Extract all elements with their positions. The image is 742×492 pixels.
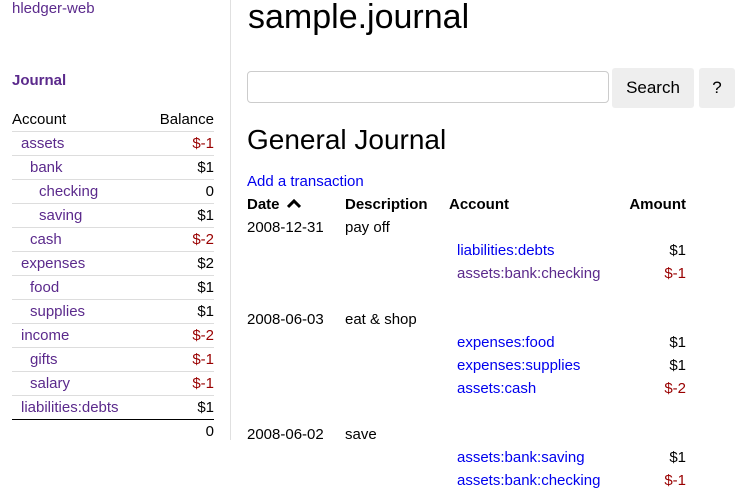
- account-link[interactable]: liabilities:debts: [21, 399, 119, 416]
- account-row: income $-2: [12, 323, 214, 348]
- posting-account-link[interactable]: expenses:food: [457, 334, 555, 351]
- transaction-date: 2008-06-03: [247, 311, 324, 328]
- posting-row: expenses:supplies $1: [247, 354, 686, 377]
- account-header: Account: [449, 196, 509, 213]
- transaction-row[interactable]: 2008-12-31 pay off: [247, 216, 686, 239]
- posting-row: expenses:food $1: [247, 331, 686, 354]
- account-row: saving $1: [12, 203, 214, 228]
- posting-account-link[interactable]: expenses:supplies: [457, 357, 581, 374]
- account-row: cash $-2: [12, 227, 214, 252]
- transaction-date: 2008-12-31: [247, 219, 324, 236]
- account-row: checking 0: [12, 179, 214, 204]
- account-link[interactable]: income: [21, 327, 70, 344]
- account-link[interactable]: expenses: [21, 255, 86, 272]
- date-header[interactable]: Date: [247, 193, 345, 216]
- page-title: sample.journal: [248, 0, 470, 36]
- posting-amount: $1: [669, 334, 686, 351]
- account-balance: $1: [145, 299, 214, 324]
- chevron-up-icon: [286, 198, 301, 209]
- posting-row: assets:bank:checking $-1: [247, 262, 686, 285]
- account-balance: $-1: [145, 131, 214, 156]
- account-balance: $1: [145, 395, 214, 420]
- journal-table: Date Description Account Amount 2008-12-…: [247, 193, 686, 492]
- sidebar: hledger-web Journal Account Balance asse…: [0, 0, 231, 443]
- account-row: expenses $2: [12, 251, 214, 276]
- balance-header: Balance: [159, 111, 214, 128]
- account-header: Account: [12, 111, 67, 128]
- transaction-description: pay off: [345, 219, 390, 236]
- transaction-row[interactable]: 2008-06-03 eat & shop: [247, 308, 686, 331]
- account-link[interactable]: checking: [39, 183, 99, 200]
- account-row: gifts $-1: [12, 347, 214, 372]
- account-row: liabilities:debts $1: [12, 395, 214, 420]
- posting-account-link[interactable]: assets:bank:checking: [457, 265, 601, 282]
- journal-link[interactable]: Journal: [12, 72, 67, 89]
- posting-row: assets:cash $-2: [247, 377, 686, 400]
- posting-amount: $1: [669, 242, 686, 259]
- journal-heading: General Journal: [247, 124, 447, 155]
- account-row: supplies $1: [12, 299, 214, 324]
- transaction-date: 2008-06-02: [247, 426, 324, 443]
- account-balance: $2: [145, 251, 214, 276]
- account-link[interactable]: food: [30, 279, 60, 296]
- account-link[interactable]: salary: [30, 375, 71, 392]
- help-button[interactable]: ?: [699, 68, 735, 108]
- total-balance: 0: [145, 419, 214, 443]
- account-balance: $-2: [145, 323, 214, 348]
- transaction-description: eat & shop: [345, 311, 417, 328]
- account-link[interactable]: gifts: [30, 351, 58, 368]
- amount-header: Amount: [629, 196, 686, 213]
- posting-amount: $-1: [664, 265, 686, 282]
- account-link[interactable]: saving: [39, 207, 83, 224]
- posting-row: assets:bank:saving $1: [247, 446, 686, 469]
- transaction-row[interactable]: 2008-06-02 save: [247, 423, 686, 446]
- account-balance: $-1: [145, 347, 214, 372]
- account-row: food $1: [12, 275, 214, 300]
- account-link[interactable]: assets: [21, 135, 65, 152]
- transaction-description: save: [345, 426, 377, 443]
- search-input[interactable]: [247, 71, 609, 103]
- account-row: assets $-1: [12, 131, 214, 156]
- account-balance: $-1: [145, 371, 214, 396]
- account-balance: $1: [145, 155, 214, 180]
- brand-link[interactable]: hledger-web: [12, 0, 95, 17]
- posting-row: liabilities:debts $1: [247, 239, 686, 262]
- posting-account-link[interactable]: assets:bank:saving: [457, 449, 585, 466]
- posting-account-link[interactable]: liabilities:debts: [457, 242, 555, 259]
- posting-amount: $1: [669, 449, 686, 466]
- posting-account-link[interactable]: assets:cash: [457, 380, 537, 397]
- account-balance: $-2: [145, 227, 214, 252]
- account-balance: $1: [145, 203, 214, 228]
- account-link[interactable]: bank: [30, 159, 63, 176]
- posting-amount: $-2: [664, 380, 686, 397]
- search-button[interactable]: Search: [612, 68, 694, 108]
- account-link[interactable]: cash: [30, 231, 62, 248]
- add-transaction-link[interactable]: Add a transaction: [247, 173, 364, 190]
- account-link[interactable]: supplies: [30, 303, 86, 320]
- account-row: bank $1: [12, 155, 214, 180]
- posting-amount: $1: [669, 357, 686, 374]
- description-header: Description: [345, 196, 428, 213]
- account-balance: $1: [145, 275, 214, 300]
- account-row: salary $-1: [12, 371, 214, 396]
- account-balance: 0: [145, 179, 214, 204]
- accounts-table: Account Balance assets $-1 bank $1 checking 0…: [12, 108, 214, 443]
